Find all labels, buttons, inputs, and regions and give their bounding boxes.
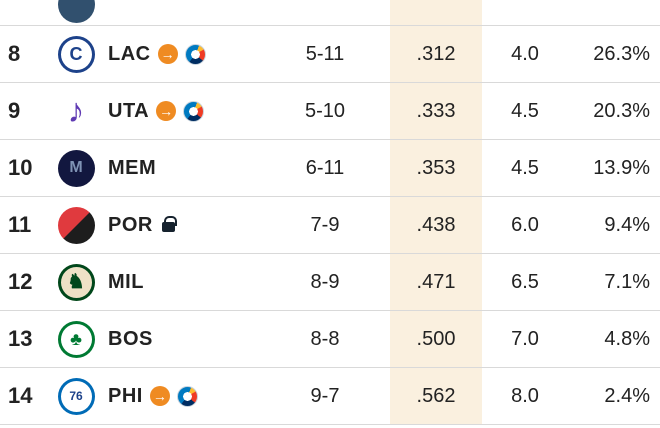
team-logo-glyph: M [69, 159, 83, 176]
team-logo-cell [44, 0, 108, 25]
team-logo-glyph: C [69, 44, 83, 64]
lottery-odds-cell: 26.3% [593, 42, 650, 65]
pct-cell [390, 0, 482, 25]
team-abbr: PHI [108, 384, 143, 407]
team-logo-cell: 76 [44, 368, 108, 424]
lottery-odds-cell: 13.9% [593, 156, 650, 179]
team-logo: M [57, 149, 95, 187]
team-logo-cell [44, 197, 108, 253]
record-cell: 6-11 [305, 156, 345, 179]
rank-cell: 8 [8, 41, 21, 66]
rank-cell: 9 [8, 98, 21, 123]
team-logo: ♞ [57, 263, 95, 301]
standings-row[interactable]: 9 ♪ UTA → 5-10 .333 4.5 20.3% [0, 83, 660, 140]
okc-thunder-logo-icon [176, 385, 198, 407]
standings-row[interactable]: 8 C LAC → 5-11 .312 4.0 26.3% [0, 26, 660, 83]
record-cell: 7-9 [310, 213, 340, 236]
team-cell: PHI → [108, 368, 260, 424]
team-logo-cell: ♪ [44, 83, 108, 139]
lottery-odds-cell: 7.1% [604, 270, 650, 293]
record-cell: 8-9 [310, 270, 340, 293]
team-abbr: BOS [108, 327, 153, 350]
pct-cell: .312 [390, 26, 482, 82]
rank-cell: 10 [8, 155, 33, 180]
rank-cell: 14 [8, 383, 33, 408]
team-abbr: MEM [108, 156, 157, 179]
pct-cell: .438 [390, 197, 482, 253]
team-logo: ♣ [57, 320, 95, 358]
record-cell: 8-8 [310, 327, 340, 350]
standings-row[interactable]: 12 ♞ MIL 8-9 .471 6.5 7.1% [0, 254, 660, 311]
games-back-cell: 8.0 [511, 384, 539, 407]
standings-table-body: 8 C LAC → 5-11 .312 4.0 26.3% 9 ♪ UTA → [0, 26, 660, 425]
games-back-cell: 4.5 [511, 99, 539, 122]
lottery-odds-cell: 9.4% [604, 213, 650, 236]
pct-cell: .500 [390, 311, 482, 367]
okc-thunder-logo-icon [184, 43, 206, 65]
games-back-cell: 4.5 [511, 156, 539, 179]
rank-cell: 12 [8, 269, 33, 294]
lottery-odds-cell: 2.4% [604, 384, 650, 407]
rank-cell: 13 [8, 326, 33, 351]
pick-traded-arrow-icon: → [149, 386, 170, 406]
games-back-cell: 4.0 [511, 42, 539, 65]
lottery-odds-cell: 20.3% [593, 99, 650, 122]
games-back-cell: 7.0 [511, 327, 539, 350]
team-abbr: UTA [108, 99, 150, 122]
rank-cell: 11 [8, 212, 32, 237]
pick-traded-arrow-icon: → [156, 101, 177, 121]
games-back-cell: 6.5 [511, 270, 539, 293]
standings-row-partial[interactable] [0, 0, 660, 26]
record-cell: 5-11 [305, 42, 345, 65]
pct-cell: .333 [390, 83, 482, 139]
team-abbr: MIL [108, 270, 144, 293]
team-logo-glyph: ♣ [70, 329, 82, 349]
record-cell [260, 0, 390, 25]
lottery-odds-cell: 4.8% [604, 327, 650, 350]
pct-cell: .471 [390, 254, 482, 310]
team-cell: POR [108, 197, 260, 253]
record-cell: 9-7 [310, 384, 340, 407]
pick-traded-arrow-icon: → [157, 44, 178, 64]
team-logo-cell: M [44, 140, 108, 196]
team-logo: 76 [57, 377, 95, 415]
team-cell [108, 0, 260, 25]
rank-cell [0, 0, 44, 25]
team-cell: MIL [108, 254, 260, 310]
team-logo: C [57, 35, 95, 73]
standings-row[interactable]: 13 ♣ BOS 8-8 .500 7.0 4.8% [0, 311, 660, 368]
standings-row[interactable]: 11 POR 7-9 .438 6.0 9.4% [0, 197, 660, 254]
team-logo-glyph: ♞ [67, 271, 85, 293]
team-logo [57, 0, 95, 23]
team-abbr: LAC [108, 42, 151, 65]
standings-row[interactable]: 10 M MEM 6-11 .353 4.5 13.9% [0, 140, 660, 197]
pct-cell: .562 [390, 368, 482, 424]
okc-thunder-logo-icon [183, 100, 205, 122]
lock-icon [161, 216, 177, 232]
record-cell: 5-10 [304, 99, 346, 122]
team-logo-cell: ♣ [44, 311, 108, 367]
team-cell: UTA → [108, 83, 260, 139]
team-logo-glyph: ♪ [67, 92, 85, 130]
lottery-odds-cell [568, 0, 660, 25]
pct-cell: .353 [390, 140, 482, 196]
team-logo-glyph: 76 [69, 389, 83, 403]
team-cell: BOS [108, 311, 260, 367]
team-cell: LAC → [108, 26, 260, 82]
team-abbr: POR [108, 213, 153, 236]
team-logo: ♪ [58, 93, 95, 130]
games-back-cell [482, 0, 568, 25]
standings-row[interactable]: 14 76 PHI → 9-7 .562 8.0 2.4% [0, 368, 660, 425]
team-logo [57, 206, 95, 244]
team-logo-cell: ♞ [44, 254, 108, 310]
team-cell: MEM [108, 140, 260, 196]
team-logo-cell: C [44, 26, 108, 82]
games-back-cell: 6.0 [511, 213, 539, 236]
